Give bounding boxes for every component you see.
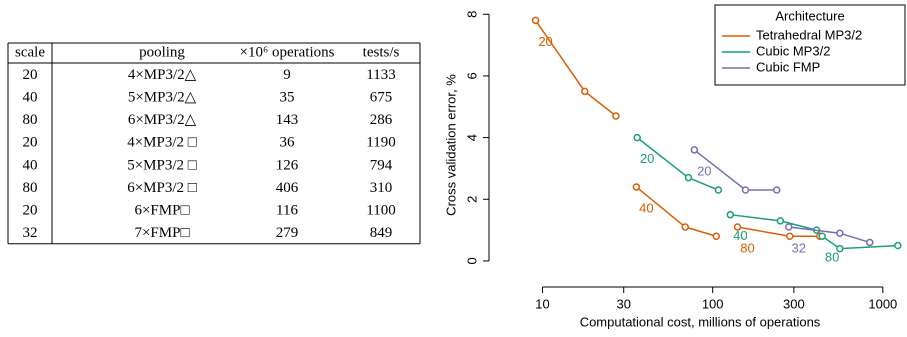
point	[866, 238, 874, 247]
x-axis-label: Computational cost, millions of operatio…	[580, 314, 821, 329]
table-cell: 36	[280, 135, 296, 151]
group-label: 32	[792, 240, 806, 255]
point	[580, 87, 589, 96]
point	[818, 232, 826, 241]
table-cell: 116	[276, 202, 298, 218]
table-cell: 1100	[366, 202, 395, 218]
group-label: 20	[640, 151, 654, 166]
table-cell: 35	[280, 89, 295, 105]
x-tick-label: 300	[783, 296, 805, 311]
group-label: 20	[697, 163, 711, 178]
point	[785, 223, 793, 231]
x-tick-label: 10	[535, 296, 549, 311]
point	[712, 232, 721, 241]
x-tick-label: 1000	[868, 296, 897, 311]
table-cell: 20	[23, 202, 38, 218]
table-header: pooling	[139, 44, 185, 60]
legend-box	[714, 4, 906, 86]
table-cell: 20	[23, 135, 38, 151]
group-label: 40	[639, 200, 653, 215]
point	[681, 223, 690, 231]
legend-label: Cubic FMP	[756, 59, 820, 74]
point	[773, 186, 781, 194]
table-cell: 4×MP3/2△	[128, 67, 197, 83]
y-tick-label: 4	[464, 134, 479, 141]
group-label: 80	[825, 250, 839, 265]
point	[726, 210, 735, 219]
table-cell: 32	[23, 225, 38, 241]
table-cell: 5×MP3/2 □	[127, 157, 197, 173]
point	[690, 146, 699, 154]
table-cell: 40	[23, 89, 38, 105]
table-cell: 279	[276, 225, 299, 241]
x-tick-label: 100	[702, 296, 724, 311]
table-cell: 126	[276, 157, 299, 173]
table-cell: 80	[23, 112, 38, 128]
table-cell: 143	[276, 112, 299, 128]
point	[612, 112, 620, 120]
table-header: ×10⁶ operations	[240, 44, 335, 60]
point	[836, 244, 844, 253]
point	[531, 16, 540, 25]
y-tick-label: 2	[464, 196, 479, 203]
table-cell: 6×FMP□	[134, 202, 189, 218]
table-header: scale	[15, 44, 45, 60]
y-tick-label: 0	[464, 257, 479, 264]
point	[714, 186, 723, 194]
group-label: 80	[740, 240, 754, 255]
table-header: tests/s	[363, 44, 400, 60]
point	[684, 173, 693, 182]
point	[776, 217, 785, 225]
x-tick-label: 30	[616, 296, 630, 311]
point	[836, 229, 844, 237]
chart: Computational cost, millions of operatio…	[443, 4, 906, 329]
table-cell: 7×FMP□	[134, 225, 189, 241]
table-cell: 40	[23, 157, 38, 173]
table-cell: 4×MP3/2 □	[127, 135, 197, 151]
table-cell: 675	[370, 89, 393, 105]
group-label: 40	[733, 228, 747, 243]
table-cell: 310	[370, 180, 393, 196]
point	[786, 232, 794, 241]
table-cell: 5×MP3/2△	[128, 89, 197, 105]
point	[633, 133, 641, 142]
legend-label: Cubic MP3/2	[756, 43, 830, 58]
group-label: 20	[538, 34, 552, 49]
legend-title: Architecture	[775, 8, 844, 23]
table-cell: 6×MP3/2△	[128, 112, 197, 128]
y-axis-label: Cross validation error, %	[443, 74, 458, 216]
series-line	[693, 149, 870, 244]
table-cell: 1190	[366, 135, 395, 151]
table-cell: 20	[23, 67, 38, 83]
y-tick-label: 8	[464, 11, 479, 18]
table-cell: 6×MP3/2 □	[127, 180, 197, 196]
table-cell: 849	[370, 225, 393, 241]
point	[733, 223, 742, 231]
table-cell: 1133	[366, 67, 395, 83]
table: scale pooling ×10⁶ operations tests/s 20 4×MP…	[7, 42, 421, 245]
point	[741, 186, 750, 194]
point	[894, 241, 902, 250]
table-cell: 286	[370, 112, 393, 128]
legend-label: Tetrahedral MP3/2	[756, 27, 862, 42]
table-cell: 794	[370, 157, 393, 173]
y-tick-label: 6	[464, 72, 479, 79]
table-cell: 406	[276, 180, 299, 196]
table-cell: 9	[283, 67, 291, 83]
point	[632, 183, 641, 191]
table-cell: 80	[23, 180, 38, 196]
